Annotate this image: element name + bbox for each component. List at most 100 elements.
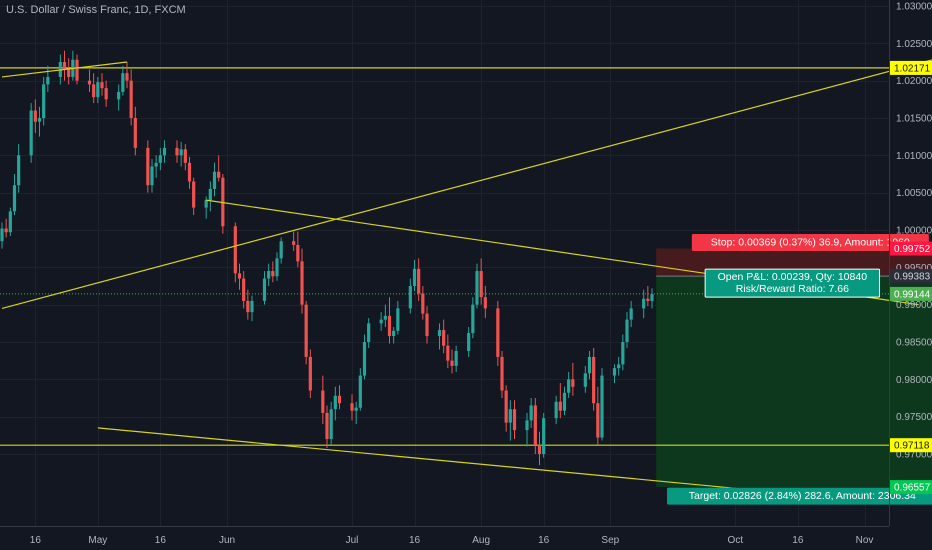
candle-body: [271, 271, 275, 277]
candle-body: [379, 319, 383, 324]
time-tick-label: Aug: [472, 535, 490, 546]
price-tag-label: 1.02171: [894, 63, 931, 74]
candle-body: [600, 375, 604, 438]
candle-body: [554, 401, 558, 419]
candle-body: [237, 273, 242, 279]
candle-body: [17, 155, 21, 186]
candle-body: [525, 420, 529, 431]
candle-body: [42, 84, 46, 118]
candle-body: [629, 308, 633, 320]
candle-body: [571, 379, 575, 387]
candle-body: [596, 403, 600, 438]
candle-body: [321, 390, 325, 413]
price-tag: [890, 269, 932, 284]
candle-body: [129, 80, 133, 118]
candle-body: [471, 304, 475, 334]
candle-body: [37, 118, 42, 122]
price-tag: [890, 60, 932, 75]
candle-body: [562, 392, 567, 411]
candle-body: [179, 149, 183, 156]
candle-body: [0, 228, 4, 242]
candle-body: [467, 333, 471, 351]
time-tick-label: Oct: [728, 535, 744, 546]
candle-body: [592, 356, 596, 404]
trendline[interactable]: [1, 61, 128, 78]
price-tick-label: 0.99500: [896, 263, 932, 274]
candle-body: [337, 395, 342, 404]
candle-body: [508, 409, 512, 423]
time-axis[interactable]: 16May16JunJul16Aug16SepOct16NovDec: [30, 535, 932, 546]
candle-body: [175, 147, 179, 156]
candle-body: [425, 313, 429, 337]
stop-annotation-text: Stop: 0.00369 (0.37%) 36.9, Amount: 1960: [711, 237, 910, 249]
price-tick-label: 1.02000: [896, 76, 932, 87]
price-tag: [890, 241, 932, 256]
target-zone: [656, 276, 932, 488]
price-tag-label: 0.99752: [894, 244, 931, 255]
candle-body: [446, 345, 450, 361]
candle-body: [533, 405, 537, 446]
candle-body: [217, 171, 221, 178]
candle-body: [529, 405, 533, 421]
candle-body: [146, 147, 150, 186]
candle-body: [275, 258, 279, 277]
candle-body: [279, 241, 283, 259]
candle-body: [621, 342, 625, 365]
candle-body: [442, 330, 446, 346]
price-tick-label: 0.97000: [896, 450, 932, 461]
candle-body: [504, 390, 508, 423]
trendline[interactable]: [1, 55, 932, 309]
candle-body: [87, 80, 92, 85]
time-tick-label: Sep: [601, 535, 619, 546]
candle-body: [437, 330, 442, 337]
candle-body: [100, 82, 104, 89]
time-tick-label: 16: [155, 535, 167, 546]
candle-body: [246, 300, 250, 313]
candle-body: [62, 62, 67, 70]
time-tick-label: 16: [30, 535, 42, 546]
candle-body: [304, 304, 308, 357]
price-tick-label: 1.01000: [896, 151, 932, 162]
candle-body: [542, 418, 546, 454]
candle-body: [150, 166, 154, 186]
candle-body: [587, 356, 592, 374]
target-annotation-box: [667, 487, 932, 505]
candle-body: [104, 88, 108, 100]
candle-body: [292, 241, 296, 245]
candle-body: [75, 59, 79, 81]
candle-body: [350, 403, 354, 411]
candle-body: [212, 171, 217, 189]
candle-body: [408, 286, 412, 309]
candle-body: [333, 395, 337, 410]
candle-body: [204, 200, 208, 208]
candle-body: [625, 319, 629, 342]
candle-body: [33, 110, 37, 122]
candle-body: [29, 110, 33, 156]
candle-body: [12, 185, 17, 212]
candle-body: [417, 268, 421, 294]
price-tag: [890, 286, 932, 301]
price-tag-label: 0.96557: [894, 483, 931, 494]
price-tick-label: 1.03000: [896, 2, 932, 13]
candle-body: [329, 409, 333, 440]
candle-body: [158, 155, 162, 163]
candle-body: [475, 271, 479, 305]
candle-body: [308, 356, 312, 391]
candle-body: [233, 226, 237, 274]
candle-body: [133, 118, 137, 148]
candle-body: [392, 330, 396, 337]
candle-body: [450, 360, 454, 366]
horizontal-levels[interactable]: [0, 67, 889, 446]
time-tick-label: Jun: [219, 535, 235, 546]
price-tick-label: 1.02500: [896, 39, 932, 50]
candle-body: [192, 181, 196, 208]
time-tick-label: Jul: [346, 535, 359, 546]
candle-body: [617, 364, 621, 369]
position-annotations: Stop: 0.00369 (0.37%) 36.9, Amount: 1960…: [667, 234, 932, 505]
price-axis[interactable]: 1.03000 1.02500 1.02000 1.01500 1.01000 1.005…: [896, 2, 932, 461]
candle-body: [296, 244, 300, 262]
candle-body: [208, 188, 212, 201]
price-tags: 1.02171 0.99752 0.99383 0.99144 0.97118 0.965…: [890, 60, 932, 495]
price-tick-label: 0.97500: [896, 412, 932, 423]
